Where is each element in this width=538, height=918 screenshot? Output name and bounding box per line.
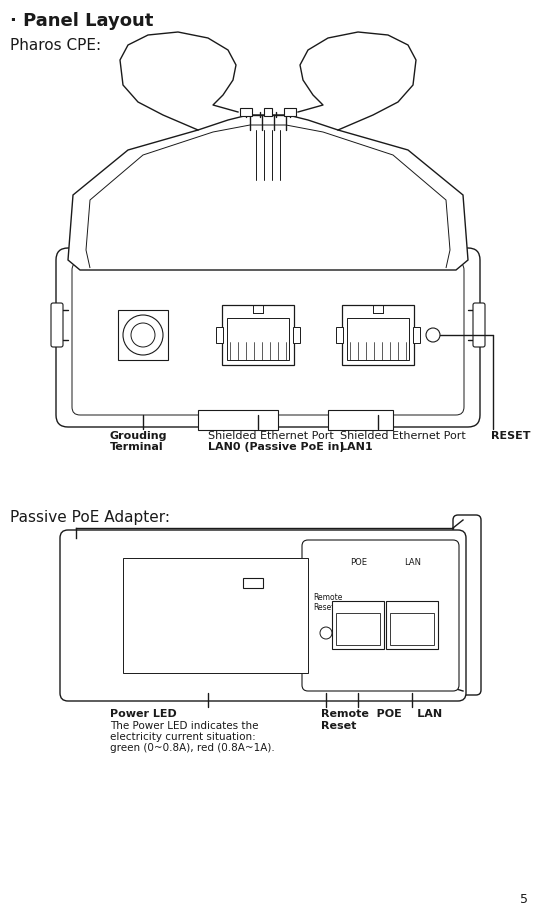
- Text: Shielded Ethernet Port: Shielded Ethernet Port: [208, 431, 334, 441]
- Text: LAN: LAN: [404, 558, 421, 567]
- Text: Shielded Ethernet Port: Shielded Ethernet Port: [340, 431, 466, 441]
- Bar: [198, 410, 278, 430]
- Bar: [386, 601, 438, 649]
- Circle shape: [131, 323, 155, 347]
- Text: Remote: Remote: [313, 593, 342, 602]
- Circle shape: [426, 328, 440, 342]
- Bar: [328, 410, 393, 430]
- Bar: [227, 318, 289, 360]
- Text: Reset: Reset: [321, 721, 356, 731]
- Bar: [332, 601, 384, 649]
- Bar: [284, 108, 296, 116]
- FancyBboxPatch shape: [56, 248, 480, 427]
- Text: 5: 5: [520, 893, 528, 906]
- Bar: [123, 558, 308, 673]
- Bar: [243, 578, 263, 588]
- Polygon shape: [68, 115, 468, 270]
- FancyBboxPatch shape: [453, 515, 481, 695]
- Bar: [342, 305, 414, 365]
- Text: Terminal: Terminal: [110, 442, 164, 452]
- Bar: [222, 305, 294, 365]
- FancyBboxPatch shape: [473, 303, 485, 347]
- Circle shape: [320, 627, 332, 639]
- Text: LAN1: LAN1: [340, 442, 373, 452]
- Circle shape: [123, 315, 163, 355]
- Bar: [390, 613, 434, 645]
- Text: electricity current situation:: electricity current situation:: [110, 732, 256, 742]
- Text: LAN0 (Passive PoE in): LAN0 (Passive PoE in): [208, 442, 344, 452]
- Bar: [118, 310, 168, 360]
- Bar: [336, 327, 343, 343]
- Text: green (0~0.8A), red (0.8A~1A).: green (0~0.8A), red (0.8A~1A).: [110, 743, 275, 753]
- Text: The Power LED indicates the: The Power LED indicates the: [110, 721, 258, 731]
- Text: RESET: RESET: [491, 431, 530, 441]
- Text: · Panel Layout: · Panel Layout: [10, 12, 153, 30]
- Text: Remote  POE    LAN: Remote POE LAN: [321, 709, 442, 719]
- Bar: [216, 327, 223, 343]
- Text: Passive PoE Adapter:: Passive PoE Adapter:: [10, 510, 170, 525]
- FancyBboxPatch shape: [51, 303, 63, 347]
- Bar: [240, 108, 252, 116]
- Bar: [336, 613, 380, 645]
- Text: Reset: Reset: [313, 603, 335, 612]
- Text: POE: POE: [350, 558, 367, 567]
- Bar: [347, 318, 409, 360]
- Text: Power LED: Power LED: [110, 709, 177, 719]
- Text: Pharos CPE:: Pharos CPE:: [10, 38, 101, 53]
- FancyBboxPatch shape: [302, 540, 459, 691]
- FancyBboxPatch shape: [72, 262, 464, 415]
- FancyBboxPatch shape: [60, 530, 466, 701]
- Bar: [293, 327, 300, 343]
- Bar: [264, 108, 272, 116]
- Bar: [413, 327, 420, 343]
- Text: Grouding: Grouding: [110, 431, 167, 441]
